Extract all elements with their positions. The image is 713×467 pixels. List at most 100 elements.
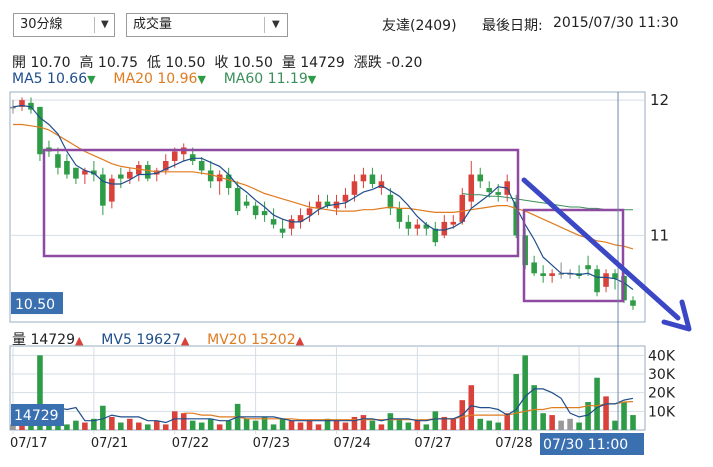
candle-body [10, 106, 16, 109]
volume-bar [207, 418, 214, 430]
candle-body [549, 273, 555, 276]
candle-body [396, 208, 403, 222]
candle-body [225, 174, 232, 189]
volume-bar [28, 425, 34, 430]
candle-body [603, 273, 609, 287]
candle-body [100, 174, 106, 206]
low-value: 10.50 [165, 55, 206, 71]
volume-bar [37, 355, 43, 430]
volume-bar [288, 420, 295, 430]
candle-body [513, 201, 519, 236]
change-label: 漲跌 [353, 55, 382, 71]
candle-body [127, 171, 133, 179]
volume-value: 14729 [300, 55, 345, 71]
candle-body [234, 188, 241, 212]
volume-bar [100, 405, 106, 430]
volume-bar [64, 424, 70, 430]
volume-bar [144, 424, 151, 430]
x-tick-label: 07/21 [91, 436, 128, 451]
price-tag-bg [11, 292, 63, 315]
volume-bar [306, 420, 313, 430]
crosshair-tag-bg [540, 433, 644, 455]
candle-body [630, 300, 636, 306]
volume-legend: 量 14729▲ MV5 19627▲ MV20 15202▲ [12, 329, 304, 349]
volume-bar [162, 424, 169, 430]
chevron-down-icon: ▼ [272, 19, 280, 30]
candle-body [82, 170, 88, 175]
volume-bar [549, 415, 555, 430]
volume-bar [225, 420, 232, 430]
candle-body [216, 174, 223, 182]
low-label: 低 [146, 55, 161, 71]
volume-bar [441, 416, 448, 430]
interval-select[interactable]: 30分線 ▼ [13, 13, 115, 37]
volume-bar [189, 420, 196, 430]
trend-arrow-head [661, 299, 692, 332]
volume-tick-label: 40K [648, 348, 676, 364]
mv5-label: MV5 [101, 332, 132, 348]
candle-body [324, 201, 331, 206]
volume-bar [243, 418, 250, 430]
volume-bar [216, 424, 223, 430]
candle-body [585, 265, 591, 270]
volume-bar [414, 420, 421, 430]
candle-body [162, 161, 169, 171]
vol-label: 量 [12, 332, 26, 348]
volume-bar [82, 422, 88, 430]
volume-bar [495, 422, 502, 430]
candle-body [19, 100, 25, 107]
ohlc-bar: 開 10.70 高 10.75 低 10.50 收 10.50 量 14729 … [12, 52, 422, 72]
candle-body [297, 215, 304, 222]
volume-tick-label: 30K [648, 367, 676, 383]
candle-body [486, 188, 493, 193]
volume-bar [73, 420, 79, 430]
mv20-label: MV20 [207, 332, 247, 348]
candle-body [144, 165, 151, 179]
mv5-value: 19627 [136, 332, 181, 348]
volume-bar [576, 422, 582, 430]
volume-bar [351, 416, 358, 430]
annotation-box-consolidation [42, 148, 520, 258]
candle-body [243, 201, 250, 206]
candle-body [37, 106, 43, 155]
volume-bar [378, 424, 385, 430]
volume-bar [315, 424, 322, 430]
volume-bar [297, 422, 304, 430]
x-tick-label: 07/28 [495, 436, 532, 451]
volume-bar [423, 424, 430, 430]
candle-body [153, 170, 160, 175]
ma60-value: 11.19 [267, 71, 308, 87]
volume-tick-label: 20K [648, 386, 676, 402]
candle-body [28, 102, 34, 110]
x-tick-label: 07/24 [333, 436, 370, 451]
volume-bar [360, 415, 367, 430]
chevron-down-icon: ▼ [101, 19, 109, 30]
volume-bar [387, 413, 394, 430]
candle-body [198, 161, 205, 171]
volume-bar [567, 418, 573, 430]
indicator-select-value: 成交量 [133, 17, 173, 32]
mv5-line [12, 388, 634, 425]
down-triangle-icon: ▼ [307, 73, 317, 86]
candle-body [441, 221, 448, 236]
up-triangle-icon: ▲ [295, 334, 305, 347]
candle-body [558, 273, 564, 275]
volume-bar [261, 416, 268, 430]
high-value: 10.75 [97, 55, 138, 71]
volume-bar [531, 385, 537, 430]
candle-body [333, 201, 340, 209]
volume-bar [324, 418, 331, 430]
price-tick-label: 12 [650, 91, 669, 109]
x-tick-label: 07/17 [10, 436, 47, 451]
volume-bar [486, 420, 493, 430]
indicator-select[interactable]: 成交量 ▼ [126, 13, 288, 37]
volume-bar [432, 411, 439, 430]
x-tick-label: 07/22 [172, 436, 209, 451]
candle-body [252, 205, 259, 216]
last-date-label: 最後日期: [482, 18, 543, 34]
price-tag: 10.50 [15, 297, 55, 313]
last-date: 2015/07/30 11:30 [553, 15, 679, 31]
candle-body [405, 221, 412, 229]
volume-bar [10, 424, 16, 430]
